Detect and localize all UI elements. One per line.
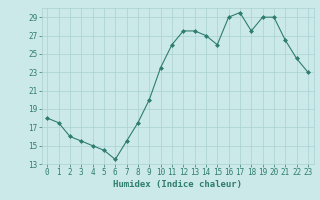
X-axis label: Humidex (Indice chaleur): Humidex (Indice chaleur) xyxy=(113,180,242,189)
